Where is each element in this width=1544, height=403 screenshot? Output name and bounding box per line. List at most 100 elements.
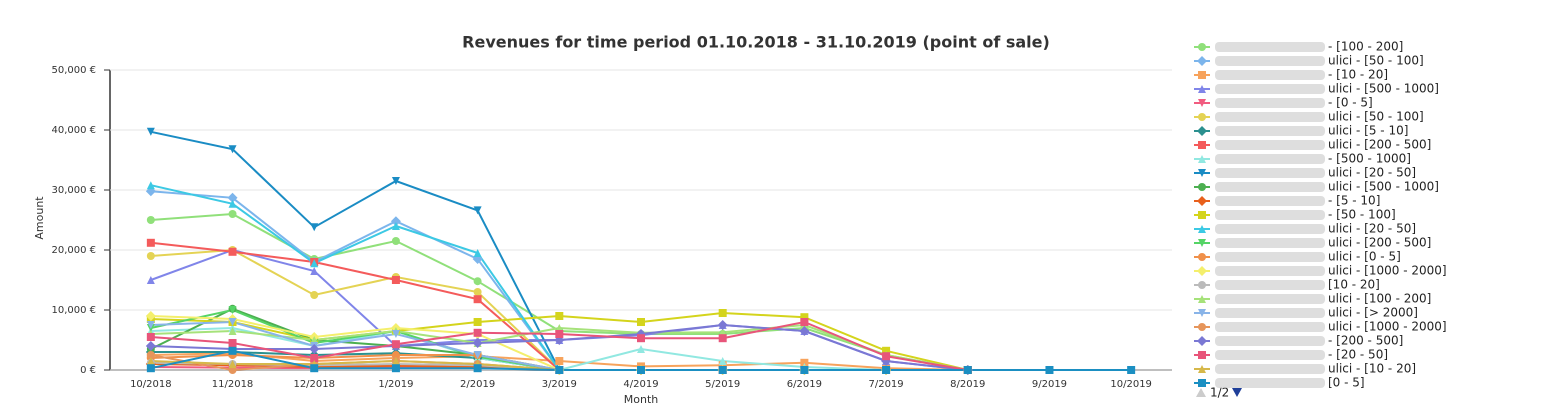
y-tick-label: 30,000 € bbox=[51, 185, 96, 196]
x-tick-label: 2/2019 bbox=[460, 379, 495, 390]
point bbox=[1198, 295, 1206, 303]
point bbox=[473, 206, 482, 215]
point bbox=[228, 327, 237, 335]
legend: - [100 - 200]ulici - [50 - 100]- [10 - 2… bbox=[1194, 40, 1447, 390]
legend-blur bbox=[1215, 196, 1325, 206]
point bbox=[1198, 211, 1206, 219]
point bbox=[1198, 351, 1206, 359]
legend-blur bbox=[1215, 112, 1325, 122]
point bbox=[391, 340, 400, 349]
legend-blur bbox=[1215, 378, 1325, 388]
point bbox=[228, 346, 237, 355]
point bbox=[309, 344, 320, 354]
point bbox=[391, 177, 400, 185]
point bbox=[391, 276, 400, 284]
legend-blur bbox=[1215, 308, 1325, 318]
legend-blur bbox=[1215, 224, 1325, 234]
legend-label: ulici - [20 - 50] bbox=[1328, 222, 1416, 236]
legend-blur bbox=[1215, 322, 1325, 332]
point bbox=[310, 364, 319, 373]
legend-label: ulici - [100 - 200] bbox=[1328, 292, 1431, 306]
point bbox=[1198, 379, 1206, 387]
point bbox=[390, 216, 401, 227]
point bbox=[1198, 99, 1206, 107]
legend-blur bbox=[1215, 252, 1325, 262]
point bbox=[146, 238, 155, 247]
point bbox=[391, 222, 400, 230]
point bbox=[1198, 225, 1206, 233]
point bbox=[1197, 56, 1207, 66]
point bbox=[717, 320, 728, 330]
legend-blur bbox=[1215, 364, 1325, 374]
point bbox=[555, 357, 564, 365]
point bbox=[799, 326, 810, 336]
x-tick-label: 12/2018 bbox=[293, 379, 335, 390]
x-axis-title: Month bbox=[624, 393, 659, 403]
legend-prev[interactable] bbox=[1196, 388, 1206, 397]
point bbox=[800, 318, 809, 326]
legend-blur bbox=[1215, 154, 1325, 164]
legend-label: ulici - [0 - 5] bbox=[1328, 250, 1401, 264]
point bbox=[473, 318, 482, 326]
point bbox=[391, 357, 400, 365]
y-tick-label: 20,000 € bbox=[51, 245, 96, 256]
point bbox=[1198, 239, 1206, 247]
point bbox=[882, 366, 891, 374]
legend-label: ulici - [50 - 100] bbox=[1328, 110, 1424, 124]
point bbox=[228, 210, 237, 218]
point bbox=[1198, 169, 1206, 177]
point bbox=[1045, 366, 1054, 374]
legend-blur bbox=[1215, 182, 1325, 192]
legend-label: ulici - [200 - 500] bbox=[1328, 138, 1431, 152]
x-tick-label: 1/2019 bbox=[378, 379, 413, 390]
point bbox=[473, 288, 482, 296]
y-tick-label: 40,000 € bbox=[51, 125, 96, 136]
point bbox=[718, 309, 727, 317]
point bbox=[800, 358, 809, 367]
legend-label: ulici - [> 2000] bbox=[1328, 306, 1418, 320]
legend-label: - [100 - 200] bbox=[1328, 40, 1403, 54]
point bbox=[228, 306, 237, 314]
point bbox=[637, 334, 645, 343]
point bbox=[637, 345, 645, 353]
legend-label: - [50 - 100] bbox=[1328, 208, 1396, 222]
point bbox=[473, 351, 482, 359]
legend-label: [10 - 20] bbox=[1328, 278, 1380, 292]
legend-page: 1/2 bbox=[1210, 386, 1229, 400]
point bbox=[228, 360, 237, 368]
legend-label: [0 - 5] bbox=[1328, 376, 1365, 390]
legend-blur bbox=[1215, 350, 1325, 360]
point bbox=[146, 181, 155, 190]
legend-blur bbox=[1215, 280, 1325, 290]
point bbox=[1197, 126, 1207, 136]
y-tick-label: 10,000 € bbox=[51, 305, 96, 316]
legend-blur bbox=[1215, 70, 1325, 80]
point bbox=[555, 366, 564, 374]
legend-label: ulici - [50 - 100] bbox=[1328, 54, 1424, 68]
legend-blur bbox=[1215, 266, 1325, 276]
legend-next[interactable] bbox=[1232, 388, 1242, 397]
legend-blur bbox=[1215, 56, 1325, 66]
x-tick-label: 8/2019 bbox=[950, 379, 985, 390]
legend-blur bbox=[1215, 98, 1325, 108]
point bbox=[718, 366, 727, 374]
point bbox=[146, 351, 155, 359]
point bbox=[1198, 71, 1206, 79]
legend-blur bbox=[1215, 336, 1325, 346]
point bbox=[146, 357, 155, 365]
point bbox=[1198, 323, 1206, 331]
legend-blur bbox=[1215, 294, 1325, 304]
y-tick-label: 50,000 € bbox=[51, 65, 96, 76]
point bbox=[1198, 309, 1206, 317]
point bbox=[882, 346, 891, 355]
point bbox=[637, 366, 645, 374]
point bbox=[228, 318, 237, 326]
point bbox=[718, 357, 727, 365]
point bbox=[1198, 281, 1206, 289]
point bbox=[310, 354, 319, 362]
point bbox=[1197, 196, 1207, 206]
y-axis-title: Amount bbox=[33, 196, 46, 240]
point bbox=[555, 312, 564, 320]
point bbox=[146, 333, 155, 341]
point bbox=[310, 291, 319, 299]
